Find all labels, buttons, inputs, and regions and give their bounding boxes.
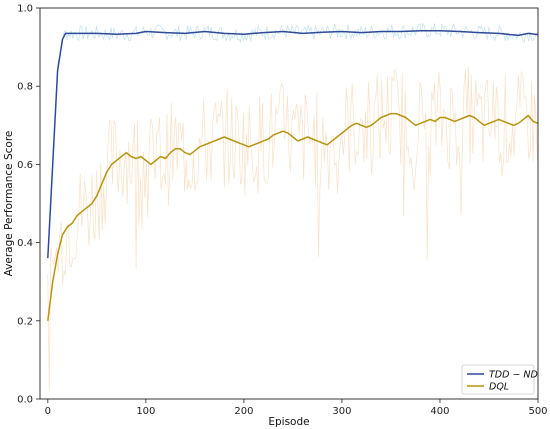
legend: TDD − ND DQL: [461, 364, 538, 395]
smoothed-series-layer: [47, 29, 539, 321]
y-tick-label: 1.0: [17, 4, 33, 15]
x-axis-label: Episode: [268, 416, 309, 428]
y-tick-label: 0.0: [17, 395, 33, 406]
y-tick-label: 0.2: [17, 316, 33, 327]
plot-area: [40, 8, 538, 399]
series-line-0: [47, 29, 539, 259]
legend-label-dql: DQL: [489, 382, 509, 393]
x-tick-label: 500: [528, 406, 547, 417]
raw-trace-1: [47, 66, 538, 392]
axes: 0 100 200 300 400 500 0.0 0.2 0.4 0.6 0.8 1.0: [17, 4, 547, 418]
x-tick-label: 200: [234, 406, 253, 417]
y-tick-label: 0.6: [17, 160, 33, 171]
x-tick-label: 100: [136, 406, 155, 417]
y-tick-label: 0.4: [17, 238, 33, 249]
x-tick-label: 400: [430, 406, 449, 417]
plot-frame: [39, 7, 539, 400]
x-tick-label: 300: [332, 406, 351, 417]
series-line-1: [47, 112, 539, 321]
plot-background: [40, 8, 538, 399]
y-tick-label: 0.8: [17, 82, 33, 93]
legend-label-tdd-nd: TDD − ND: [489, 370, 538, 381]
y-axis-label: Average Performance Score: [3, 131, 15, 277]
x-tick-label: 0: [45, 406, 51, 417]
